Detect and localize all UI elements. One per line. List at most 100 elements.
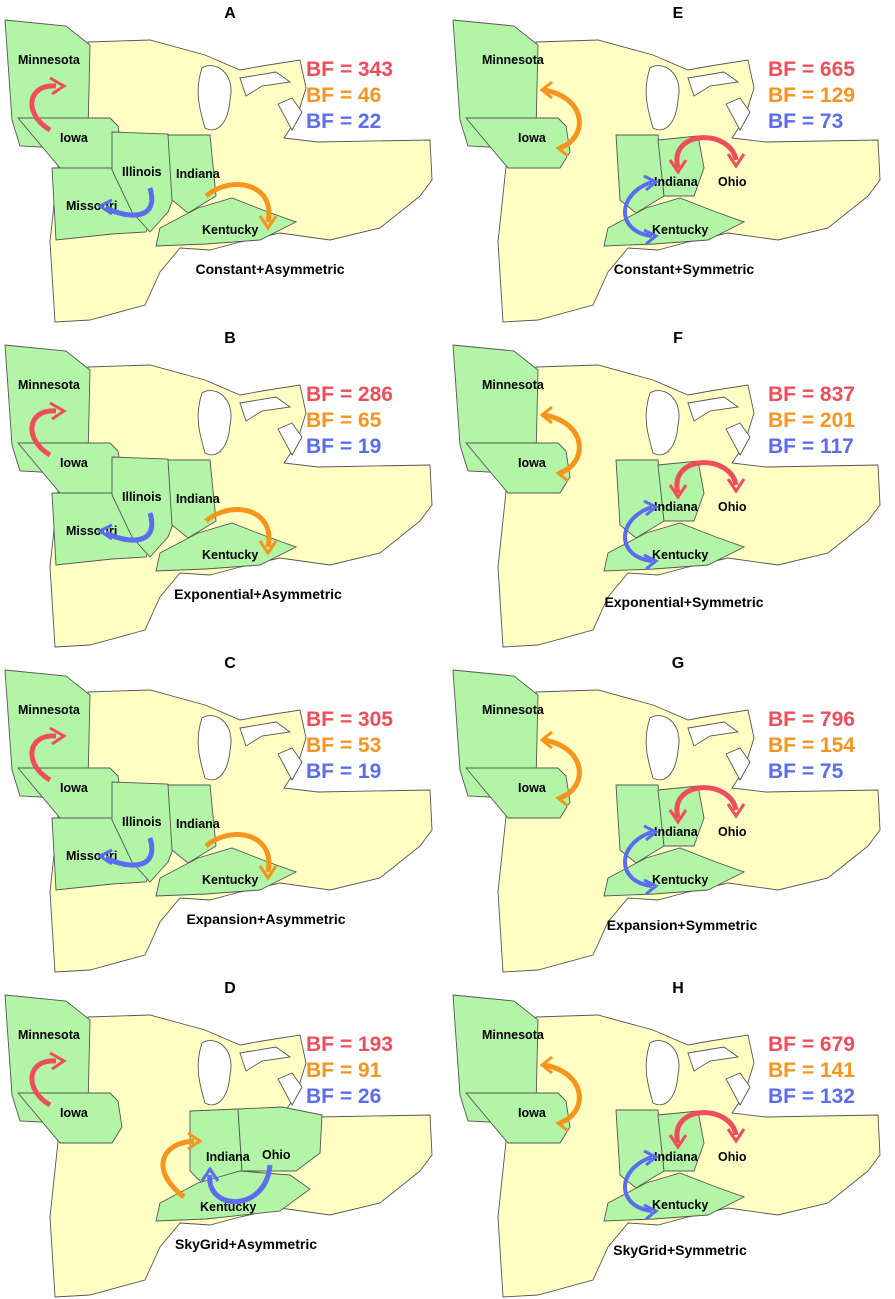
bf-red: BF = 665	[768, 58, 855, 81]
state-label: Illinois	[122, 165, 162, 179]
state-label: Iowa	[518, 781, 547, 795]
panel-letter: D	[224, 980, 236, 997]
state-label: Ohio	[718, 175, 747, 189]
bf-blue: BF = 117	[768, 435, 854, 458]
state-label: Indiana	[654, 500, 699, 514]
panel-letter: F	[673, 330, 683, 347]
panel-caption: SkyGrid+Symmetric	[613, 1242, 747, 1258]
bf-orange: BF = 46	[306, 84, 381, 107]
bf-blue: BF = 19	[306, 435, 381, 458]
arrowhead-blue	[643, 553, 659, 571]
state-label: Kentucky	[652, 548, 708, 562]
panel-letter: B	[224, 330, 236, 347]
arrowhead-blue	[643, 499, 659, 517]
panel-caption: Exponential+Symmetric	[604, 594, 763, 610]
bf-orange: BF = 154	[768, 734, 855, 757]
arrow-blue	[623, 180, 653, 238]
map-panel-b: B BF = 286 BF = 65 BF = 19 Minnesota Iow…	[0, 325, 447, 649]
state-label: Indiana	[176, 167, 221, 181]
state-label: Iowa	[60, 781, 89, 795]
state-label: Kentucky	[202, 223, 258, 237]
map-base	[4, 669, 433, 973]
map-panel-f: F BF = 837 BF = 201 BF = 117 Minnesota I…	[448, 325, 895, 649]
state-label: Minnesota	[18, 1028, 81, 1042]
bf-red: BF = 796	[768, 708, 855, 731]
arrowhead-blue	[643, 824, 659, 842]
arrow-red	[674, 785, 739, 819]
arrowhead-red	[668, 1134, 688, 1150]
arrow-orange	[204, 832, 272, 873]
state-label: Minnesota	[482, 53, 545, 67]
arrowhead-blue	[97, 848, 113, 866]
arrowhead-orange	[539, 1055, 553, 1075]
arrow-blue	[623, 830, 653, 888]
arrowhead-orange	[555, 790, 571, 808]
arrowhead-orange	[258, 865, 278, 881]
state-label: Minnesota	[18, 703, 81, 717]
state-label: Kentucky	[200, 1200, 256, 1214]
bf-blue: BF = 75	[768, 760, 844, 783]
bf-orange: BF = 141	[768, 1059, 855, 1082]
arrowhead-red	[49, 401, 67, 421]
arrow-red	[29, 1058, 57, 1108]
state-label: Illinois	[122, 815, 162, 829]
state-label: Minnesota	[482, 703, 545, 717]
arrowhead-orange	[187, 1131, 203, 1151]
panel-letter: H	[672, 980, 684, 997]
arrow-red	[29, 733, 57, 783]
state-label: Indiana	[654, 1150, 699, 1164]
state-label: Minnesota	[18, 53, 81, 67]
bf-blue: BF = 26	[306, 1085, 381, 1108]
state-label: Indiana	[176, 817, 221, 831]
arrow-red	[674, 460, 739, 494]
arrowhead-red	[668, 159, 688, 175]
state-label: Indiana	[654, 175, 699, 189]
arrowhead-blue	[643, 228, 659, 246]
state-label: Ohio	[718, 825, 747, 839]
arrowhead-orange	[555, 465, 571, 483]
state-label: Kentucky	[652, 223, 708, 237]
panel-letter: G	[672, 655, 684, 672]
state-label: Iowa	[518, 1106, 547, 1120]
map-panel-d: D BF = 193 BF = 91 BF = 26 Minnesota Iow…	[0, 975, 447, 1299]
panel-caption: Constant+Asymmetric	[196, 261, 345, 277]
arrow-blue	[104, 187, 155, 218]
arrowhead-red	[726, 1128, 746, 1144]
arrowhead-orange	[555, 1115, 571, 1133]
panel-caption: SkyGrid+Asymmetric	[175, 1236, 317, 1252]
map-base	[452, 994, 881, 1298]
panel-letter: A	[224, 5, 236, 22]
state-label: Ohio	[718, 500, 747, 514]
arrowhead-blue	[643, 878, 659, 896]
arrow-blue	[104, 837, 155, 868]
arrow-orange	[160, 1138, 195, 1199]
panel-caption: Expansion+Asymmetric	[186, 911, 345, 927]
arrowhead-red	[726, 803, 746, 819]
arrowhead-blue	[97, 198, 113, 216]
arrowhead-orange	[258, 540, 278, 556]
panel-caption: Expansion+Symmetric	[607, 917, 758, 933]
state-label: Iowa	[518, 456, 547, 470]
arrowhead-red	[668, 484, 688, 500]
panel-caption: Constant+Symmetric	[614, 261, 755, 277]
arrowhead-orange	[539, 405, 553, 425]
arrowhead-red	[668, 809, 688, 825]
bf-orange: BF = 65	[306, 409, 382, 432]
bf-orange: BF = 91	[306, 1059, 382, 1082]
arrowhead-red	[49, 726, 67, 746]
state-label: Indiana	[176, 492, 221, 506]
arrowhead-orange	[539, 730, 553, 750]
map-base	[4, 994, 433, 1298]
bf-orange: BF = 129	[768, 84, 855, 107]
bf-red: BF = 286	[306, 383, 393, 406]
bf-orange: BF = 201	[768, 409, 855, 432]
bf-orange: BF = 53	[306, 734, 381, 757]
arrowhead-red	[49, 76, 67, 96]
arrow-red	[674, 1110, 739, 1144]
panel-letter: E	[673, 5, 684, 22]
bf-blue: BF = 132	[768, 1085, 855, 1108]
arrowhead-red	[726, 478, 746, 494]
bf-red: BF = 837	[768, 383, 855, 406]
state-label: Kentucky	[652, 1198, 708, 1212]
arrowhead-blue	[97, 523, 113, 541]
